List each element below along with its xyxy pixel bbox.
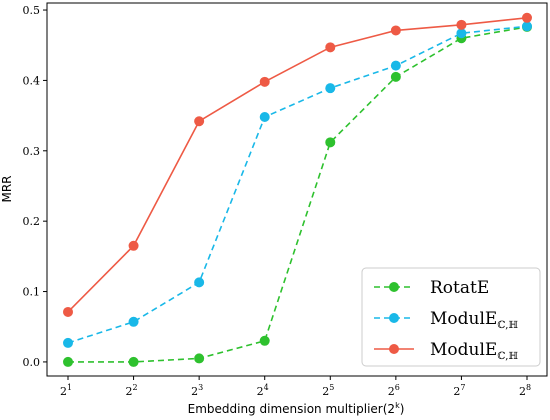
series-2 — [63, 21, 532, 348]
y-tick-label: 0.1 — [23, 286, 41, 299]
data-point — [325, 42, 336, 53]
x-tick-label: 26 — [388, 383, 400, 398]
x-axis-label-text: Embedding dimension multiplier — [188, 402, 383, 416]
legend-label: ModulEℂ,ℍ — [430, 309, 518, 331]
data-point — [522, 12, 532, 23]
series-line — [67, 16, 528, 313]
legend-label: RotatE — [430, 278, 489, 298]
x-tick-label: 25 — [322, 383, 334, 398]
legend-label: ModulEℂ,ℍ — [430, 340, 518, 362]
y-tick-label: 0.4 — [23, 74, 41, 87]
x-tick-label: 21 — [60, 383, 72, 398]
data-point — [325, 83, 336, 94]
legend-entry: RotatE — [374, 278, 489, 298]
data-point — [456, 19, 467, 30]
x-tick-label: 22 — [126, 383, 138, 398]
legend-marker — [389, 344, 399, 354]
legend-box — [361, 267, 541, 367]
data-point — [390, 60, 401, 71]
x-tick-label: 28 — [519, 383, 531, 398]
y-tick-label: 0.2 — [23, 215, 41, 228]
data-point — [63, 356, 73, 367]
data-point — [259, 76, 270, 87]
series-layer — [63, 12, 532, 367]
legend-marker — [389, 313, 399, 323]
y-tick-label: 0.0 — [23, 356, 41, 369]
data-point — [194, 116, 205, 127]
data-point — [390, 71, 401, 82]
data-point — [128, 240, 139, 251]
y-axis-label: MRR — [0, 175, 14, 202]
series-line — [67, 25, 528, 344]
x-axis-label: Embedding dimension multiplier(2k) — [188, 401, 405, 416]
data-point — [325, 137, 336, 148]
data-point — [456, 28, 467, 39]
y-axis-ticks: 0.0 0.1 0.2 0.3 0.4 0.5 — [23, 4, 47, 369]
data-point — [63, 337, 73, 348]
legend-entry: ModulEℂ,ℍ — [374, 309, 518, 331]
x-axis-label-suffix: (2k) — [383, 401, 405, 416]
y-tick-label: 0.5 — [23, 4, 41, 17]
legend-marker — [389, 282, 399, 292]
plot-frame — [46, 2, 548, 377]
x-tick-label: 23 — [191, 383, 203, 398]
data-point — [63, 306, 73, 317]
data-point — [259, 335, 270, 346]
data-point — [128, 316, 139, 327]
data-point — [259, 112, 270, 123]
data-point — [390, 25, 401, 36]
data-point — [522, 21, 532, 32]
x-tick-label: 24 — [257, 383, 269, 398]
data-point — [194, 277, 205, 288]
legend-entry: ModulEℂ,ℍ — [374, 340, 518, 362]
y-tick-label: 0.3 — [23, 145, 41, 158]
legend: RotatE ModulEℂ,ℍ ModulEℂ,ℍ — [361, 267, 541, 367]
data-point — [194, 353, 205, 364]
series-line — [68, 26, 528, 363]
x-axis-ticks: 21 22 23 24 25 26 27 28 — [60, 376, 531, 398]
series-3 — [63, 12, 532, 317]
x-tick-label: 27 — [453, 383, 465, 398]
data-point — [128, 356, 139, 367]
